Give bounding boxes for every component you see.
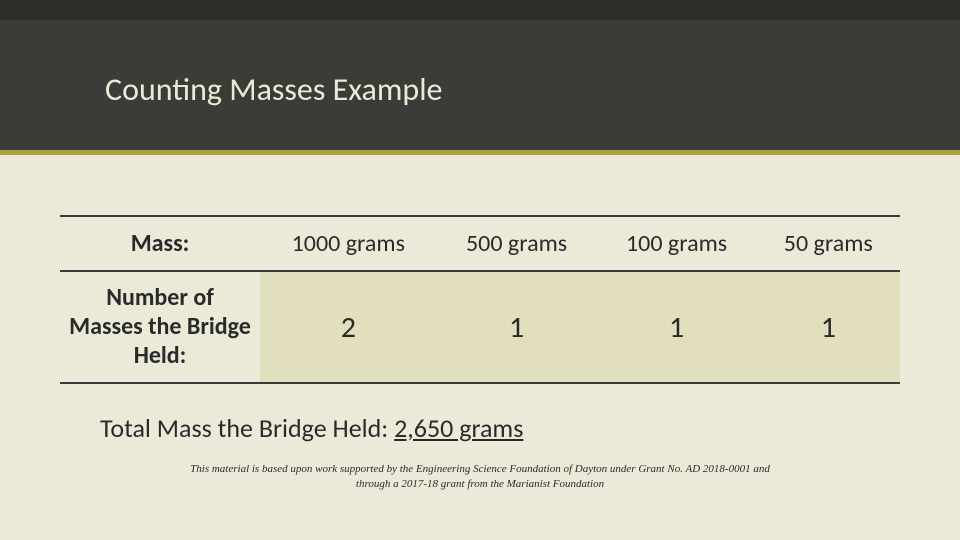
col-header-50g: 50 grams (757, 216, 900, 271)
row-label-number-held: Number of Masses the Bridge Held: (60, 271, 260, 383)
page-title: Counting Masses Example (105, 70, 960, 109)
col-header-100g: 100 grams (597, 216, 757, 271)
slide-header: Counting Masses Example (0, 0, 960, 155)
col-header-mass: Mass: (60, 216, 260, 271)
cell-500g: 1 (437, 271, 597, 383)
table-header-row: Mass: 1000 grams 500 grams 100 grams 50 … (60, 216, 900, 271)
col-header-1000g: 1000 grams (260, 216, 437, 271)
masses-table: Mass: 1000 grams 500 grams 100 grams 50 … (60, 215, 900, 384)
cell-50g: 1 (757, 271, 900, 383)
col-header-500g: 500 grams (437, 216, 597, 271)
footer-acknowledgment: This material is based upon work support… (0, 462, 960, 491)
total-label: Total Mass the Bridge Held: (100, 412, 394, 444)
total-mass-line: Total Mass the Bridge Held: 2,650 grams (0, 384, 960, 444)
cell-100g: 1 (597, 271, 757, 383)
cell-1000g: 2 (260, 271, 437, 383)
table-container: Mass: 1000 grams 500 grams 100 grams 50 … (0, 155, 960, 384)
total-value: 2,650 grams (394, 412, 523, 444)
table-row: Number of Masses the Bridge Held: 2 1 1 … (60, 271, 900, 383)
